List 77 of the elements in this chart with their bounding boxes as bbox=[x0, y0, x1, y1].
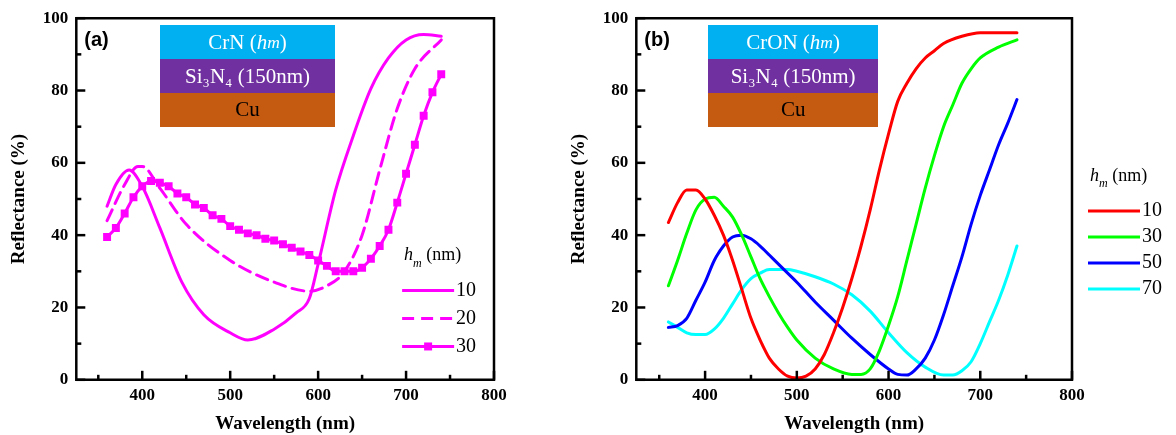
y-tick-label: 60 bbox=[611, 152, 629, 172]
x-axis-title: Wavelength (nm) bbox=[784, 411, 925, 434]
point bbox=[437, 70, 446, 79]
y-tick-label: 100 bbox=[602, 7, 629, 27]
y-axis-title: Reflectance (%) bbox=[567, 133, 590, 265]
point bbox=[428, 88, 437, 97]
legend-label: 50 bbox=[1142, 250, 1162, 273]
point bbox=[252, 231, 261, 240]
x-tick-label: 700 bbox=[393, 385, 419, 405]
y-tick-label: 80 bbox=[51, 79, 69, 99]
point bbox=[129, 193, 138, 202]
point bbox=[331, 267, 340, 276]
point bbox=[287, 243, 296, 252]
point bbox=[419, 111, 428, 120]
y-tick-label: 20 bbox=[51, 296, 69, 316]
x-tick-label: 500 bbox=[784, 385, 810, 405]
point bbox=[393, 198, 402, 207]
point bbox=[270, 236, 279, 245]
y-tick-label: 20 bbox=[611, 296, 629, 316]
point bbox=[191, 200, 199, 209]
point bbox=[261, 234, 270, 243]
point bbox=[103, 232, 112, 241]
annotation: Cu bbox=[159, 92, 336, 127]
point bbox=[111, 223, 120, 232]
point bbox=[322, 261, 331, 270]
point bbox=[173, 189, 182, 198]
legend-label: 30 bbox=[456, 333, 477, 356]
point bbox=[243, 229, 252, 238]
point bbox=[296, 247, 305, 256]
line-series bbox=[666, 244, 1019, 377]
point bbox=[226, 222, 235, 231]
y-tick-label: 100 bbox=[42, 7, 69, 27]
x-tick-label: 600 bbox=[875, 385, 902, 405]
point bbox=[358, 263, 367, 272]
legend-label: 10 bbox=[1142, 198, 1162, 221]
x-tick-label: 800 bbox=[1059, 385, 1085, 405]
annotation: Si₃N₄ (150nm) bbox=[159, 59, 336, 93]
x-tick-label: 700 bbox=[967, 385, 994, 405]
point bbox=[235, 225, 243, 234]
legend-label: 70 bbox=[1142, 276, 1162, 299]
point bbox=[155, 178, 164, 187]
x-tick-label: 400 bbox=[129, 385, 155, 405]
point bbox=[305, 251, 314, 260]
annotation: (a) bbox=[84, 27, 109, 50]
x-tick-label: 800 bbox=[481, 385, 507, 405]
annotation: (b) bbox=[644, 27, 670, 50]
point bbox=[199, 204, 208, 213]
point bbox=[410, 140, 419, 149]
point bbox=[402, 169, 411, 178]
y-tick-label: 80 bbox=[611, 79, 629, 99]
point bbox=[384, 225, 393, 234]
x-tick-label: 400 bbox=[692, 385, 718, 405]
annotation: Si₃N₄ (150nm) bbox=[708, 59, 879, 93]
y-tick-label: 60 bbox=[51, 152, 69, 172]
point bbox=[120, 209, 129, 218]
point bbox=[208, 211, 217, 220]
point bbox=[349, 267, 358, 276]
point bbox=[366, 254, 375, 263]
y-axis-title: Reflectance (%) bbox=[7, 133, 30, 265]
annotation: Cu bbox=[708, 92, 879, 127]
line-series bbox=[666, 98, 1019, 377]
point bbox=[164, 182, 173, 191]
y-tick-label: 40 bbox=[51, 224, 69, 244]
legend-label: 10 bbox=[456, 277, 477, 300]
point bbox=[375, 242, 384, 250]
legend-label: 20 bbox=[456, 305, 477, 328]
y-tick-label: 40 bbox=[611, 224, 629, 244]
point bbox=[182, 193, 191, 202]
point bbox=[147, 176, 156, 185]
y-tick-label: 0 bbox=[619, 369, 629, 389]
x-tick-label: 500 bbox=[217, 385, 243, 405]
x-tick-label: 600 bbox=[305, 385, 331, 405]
x-axis-title: Wavelength (nm) bbox=[215, 411, 356, 434]
point bbox=[278, 240, 287, 249]
y-tick-label: 0 bbox=[59, 369, 69, 389]
legend-label: 30 bbox=[1142, 224, 1162, 247]
point bbox=[217, 214, 226, 223]
